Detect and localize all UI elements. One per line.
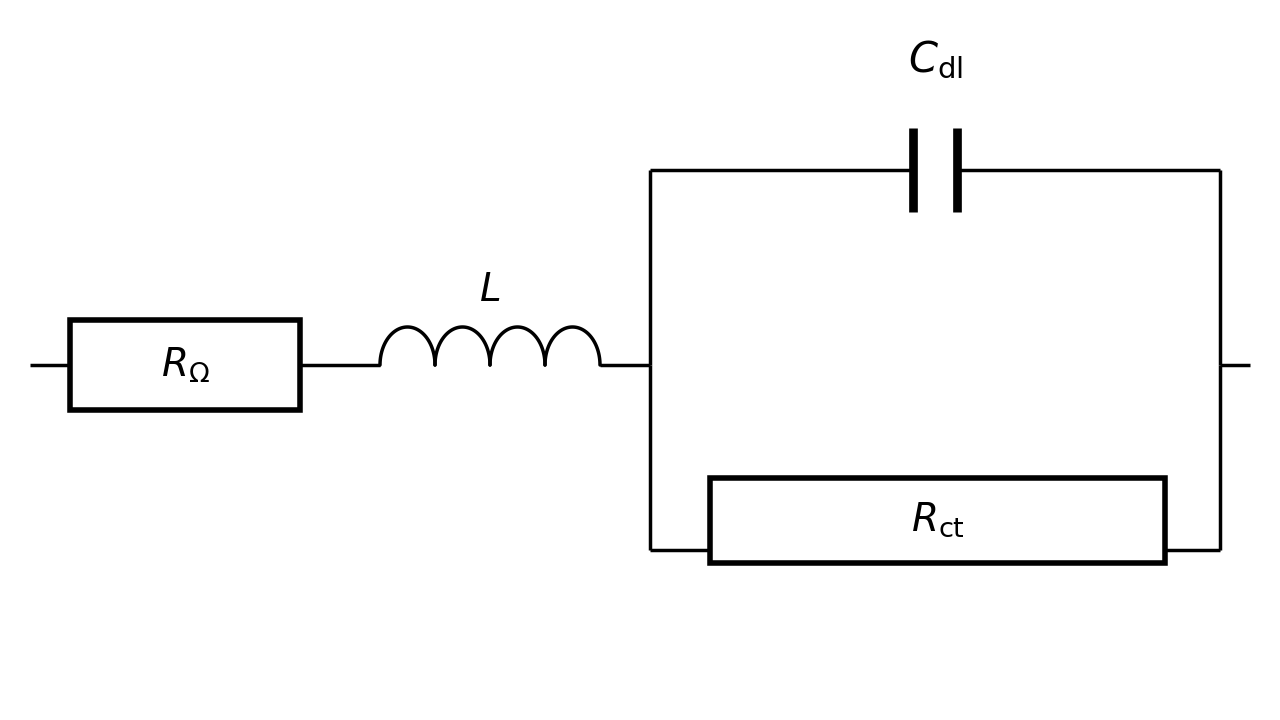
Bar: [70, 320, 300, 410]
Text: $L$: $L$: [479, 271, 500, 309]
Text: $R_\mathrm{ct}$: $R_\mathrm{ct}$: [910, 500, 965, 539]
Text: $R_{\Omega}$: $R_{\Omega}$: [160, 346, 210, 384]
Bar: [710, 477, 1165, 562]
Text: $C_\mathrm{dl}$: $C_\mathrm{dl}$: [908, 39, 963, 81]
